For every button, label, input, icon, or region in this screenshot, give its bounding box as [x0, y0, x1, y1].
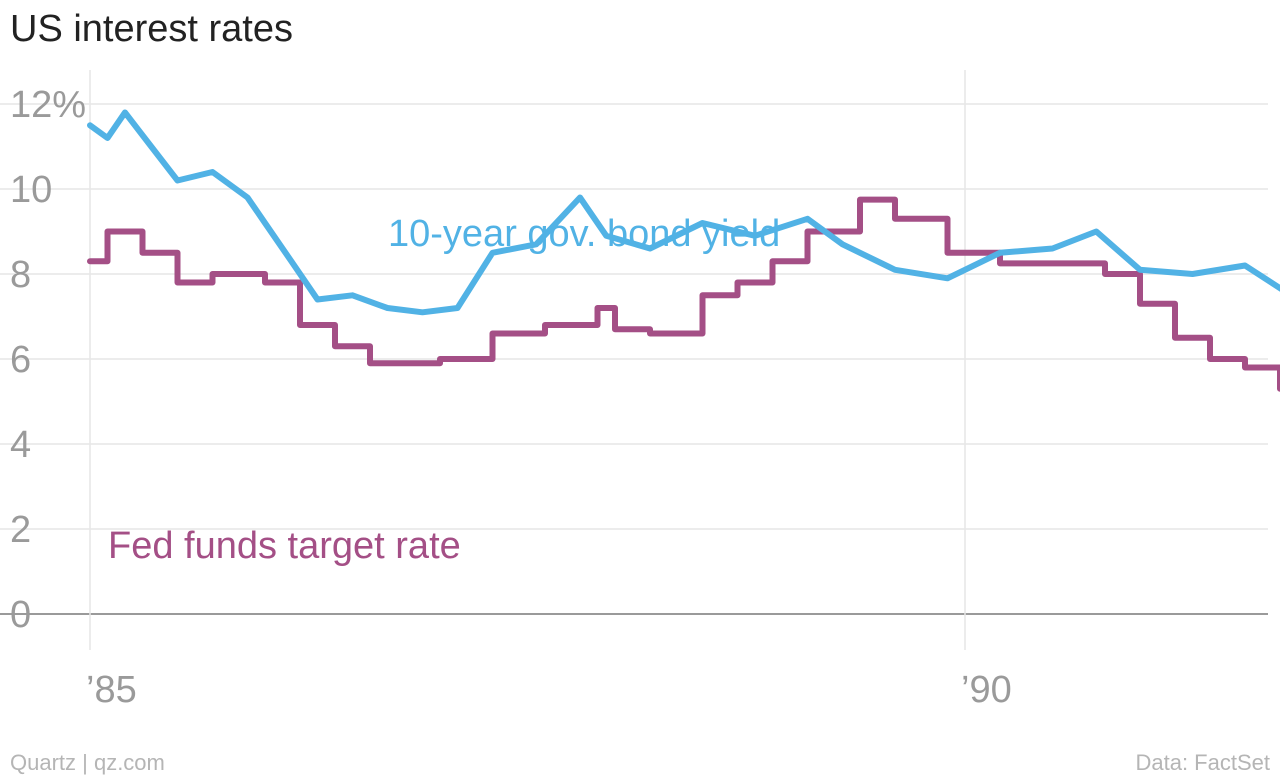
y-tick-label: 4	[10, 424, 31, 466]
series-label-bond-yield: 10-year gov. bond yield	[388, 213, 780, 255]
x-tick-label: ’85	[86, 669, 137, 711]
y-tick-label: 8	[10, 254, 31, 296]
source-left: Quartz | qz.com	[10, 750, 165, 775]
grid-lines	[0, 70, 1268, 650]
series-layer	[87, 109, 1280, 392]
series-line-fed-funds	[87, 196, 1280, 392]
y-tick-label: 2	[10, 509, 31, 551]
x-tick-label: ’90	[961, 669, 1012, 711]
series-line-bond-yield	[87, 109, 1280, 316]
chart-title: US interest rates	[10, 8, 293, 50]
series-label-fed-funds: Fed funds target rate	[108, 525, 461, 567]
source-right: Data: FactSet	[1135, 750, 1270, 775]
y-tick-label: 0	[10, 594, 31, 636]
y-tick-label: 6	[10, 339, 31, 381]
y-tick-label: 12%	[10, 84, 86, 126]
y-tick-label: 10	[10, 169, 52, 211]
